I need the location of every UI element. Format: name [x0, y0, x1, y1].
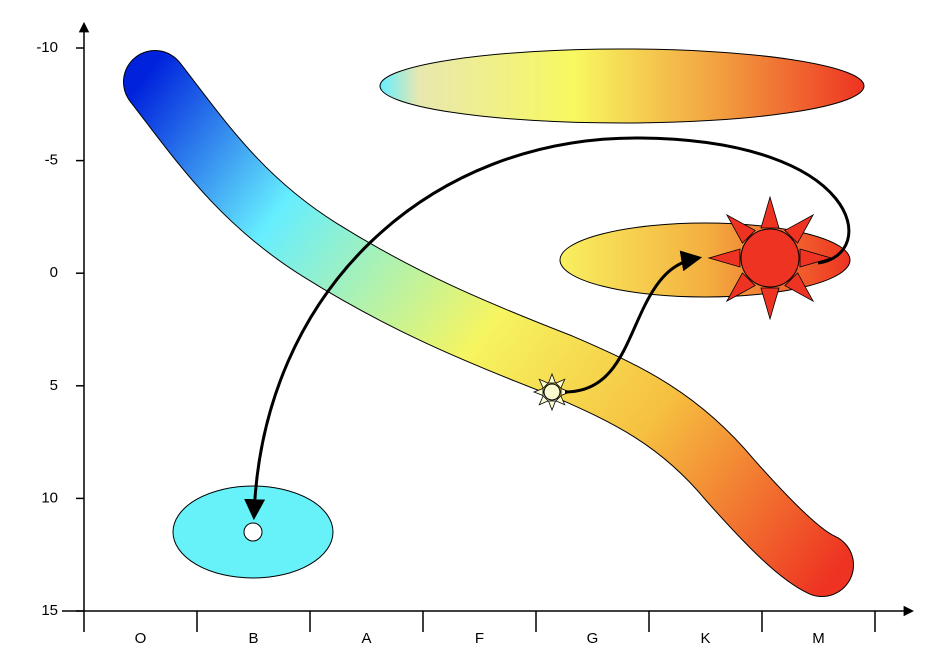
ray: [555, 395, 566, 406]
ray: [555, 378, 566, 389]
x-tick-label: G: [587, 630, 599, 647]
x-tick-label: B: [248, 630, 258, 647]
ray: [784, 213, 815, 244]
sun-rays: [532, 195, 833, 412]
white-dwarf: [243, 522, 263, 542]
ray: [725, 272, 756, 303]
ray: [538, 395, 549, 406]
giant-region: [379, 48, 865, 124]
y-tick-label: 0: [50, 264, 58, 281]
main-sequence: [124, 51, 853, 596]
y-tick-label: 5: [50, 377, 58, 394]
ray: [538, 378, 549, 389]
x-tick-label: K: [700, 630, 710, 647]
arrow: [244, 136, 851, 521]
ray: [547, 372, 557, 384]
red-giant: [740, 228, 800, 288]
y-tick-label: 15: [41, 602, 58, 619]
y-tick-label: -5: [45, 152, 58, 169]
axis-labels: -10 -5 0 5 10 15 O B A F G K M: [36, 39, 876, 647]
ray: [760, 195, 780, 229]
sun: [543, 383, 561, 401]
arrow: [564, 250, 703, 394]
y-tick-label: -10: [36, 39, 58, 56]
x-tick-label: A: [361, 630, 371, 647]
ray: [532, 387, 544, 397]
ray: [707, 248, 741, 268]
ray: [784, 272, 815, 303]
y-tick-label: 10: [41, 489, 58, 506]
ray: [799, 248, 833, 268]
ray: [547, 400, 557, 412]
ray: [760, 287, 780, 321]
x-tick-label: F: [475, 630, 484, 647]
x-tick-label: M: [812, 630, 825, 647]
x-tick-label: O: [135, 630, 147, 647]
ray: [725, 213, 756, 244]
